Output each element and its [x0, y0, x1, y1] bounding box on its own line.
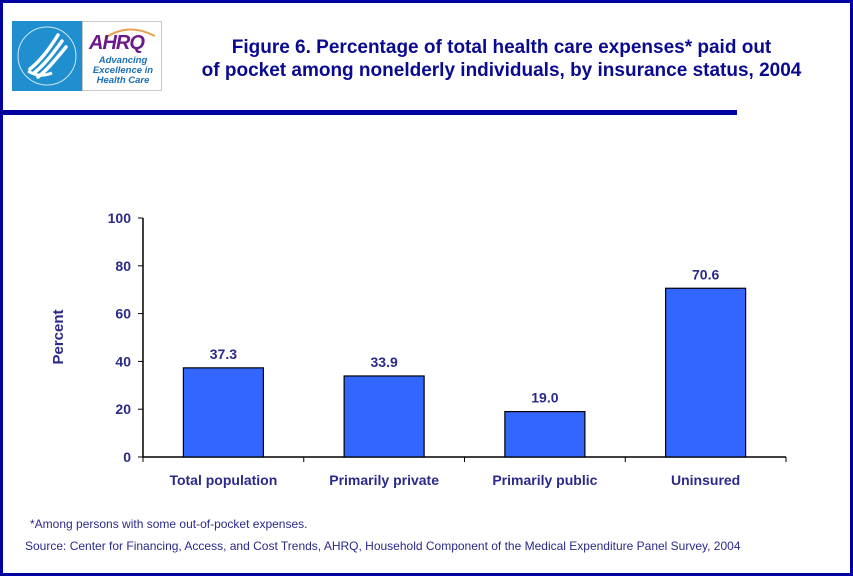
header-divider: [0, 110, 737, 115]
y-axis: 0 20 40 60 80 100: [108, 210, 144, 465]
ahrq-tagline-line: Health Care: [96, 75, 150, 86]
ahrq-tagline: Advancing Excellence in Health Care: [87, 56, 159, 86]
ahrq-logo: AHRQ Advancing Excellence in Health Care: [82, 21, 162, 91]
title-line-2: of pocket among nonelderly individuals, …: [201, 60, 802, 81]
title-line-1: Figure 6. Percentage of total health car…: [231, 37, 772, 58]
ahrq-tagline-line: Advancing: [98, 55, 148, 66]
x-tick-label: Uninsured: [671, 472, 740, 488]
bar-value-label: 70.6: [692, 266, 719, 282]
chart-title: Figure 6. Percentage of total health car…: [160, 36, 843, 82]
eagle-icon: [17, 26, 77, 86]
bar-value-label: 19.0: [531, 390, 558, 406]
y-tick-label: 40: [115, 353, 131, 369]
x-tick-label: Primarily private: [329, 472, 439, 488]
bar-value-label: 33.9: [371, 354, 398, 370]
y-axis-label: Percent: [50, 309, 67, 364]
y-tick-label: 100: [108, 210, 132, 226]
ahrq-tagline-line: Excellence in: [92, 65, 154, 76]
bars: 37.3 33.9 19.0 70.6: [182, 266, 747, 458]
y-tick-label: 0: [123, 449, 131, 465]
bar: [182, 367, 264, 458]
bar: [504, 410, 586, 458]
x-axis: Total population Primarily private Primari…: [142, 456, 787, 488]
ahrq-arc-icon: [104, 28, 156, 39]
bar-value-label: 37.3: [210, 346, 237, 362]
hhs-seal-logo: [12, 21, 82, 91]
y-tick-label: 20: [115, 401, 131, 417]
bar: [343, 375, 425, 458]
y-tick-label: 60: [115, 306, 131, 322]
y-tick-label: 80: [115, 258, 131, 274]
x-tick-label: Total population: [169, 472, 277, 488]
footnote: *Among persons with some out-of-pocket e…: [30, 517, 308, 531]
ahrq-wordmark: AHRQ: [89, 32, 145, 54]
x-tick-label: Primarily public: [492, 472, 597, 488]
bar: [665, 287, 747, 458]
agency-logo: AHRQ Advancing Excellence in Health Care: [12, 21, 162, 91]
source-note: Source: Center for Financing, Access, an…: [25, 539, 741, 553]
